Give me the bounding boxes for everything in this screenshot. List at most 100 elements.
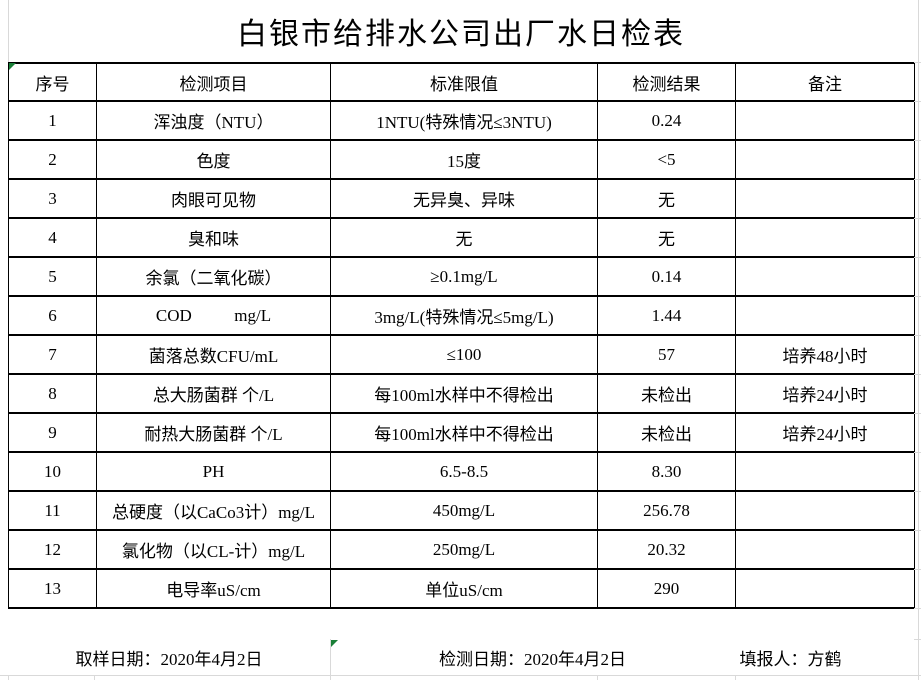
gridline — [914, 296, 921, 297]
table-row: 5 余氯（二氧化碳） ≥0.1mg/L 0.14 — [8, 256, 915, 297]
table-cell — [735, 529, 915, 570]
table-row: 9 耐热大肠菌群 个/L 每100ml水样中不得检出 未检出 培养24小时 — [8, 412, 915, 453]
table-cell: 臭和味 — [96, 217, 331, 258]
table-row: 1 浑浊度（NTU） 1NTU(特殊情况≤3NTU) 0.24 — [8, 100, 915, 141]
gridline — [914, 101, 921, 102]
table-row: 13 电导率uS/cm 单位uS/cm 290 — [8, 568, 915, 609]
table-cell — [735, 295, 915, 336]
inspection-table: 序号 检测项目 标准限值 检测结果 备注 1 浑浊度（NTU） 1NTU(特殊情况≤3NTU… — [8, 62, 915, 609]
gridline — [914, 530, 921, 531]
table-cell: 培养48小时 — [735, 334, 915, 375]
table-cell: 290 — [597, 568, 736, 609]
table-cell: 13 — [8, 568, 97, 609]
table-header: 序号 检测项目 标准限值 检测结果 备注 — [8, 62, 915, 102]
table-cell: 6 — [8, 295, 97, 336]
table-cell: 5 — [8, 256, 97, 297]
table-cell: 浑浊度（NTU） — [96, 100, 331, 141]
table-cell: 1.44 — [597, 295, 736, 336]
gridline — [914, 62, 921, 63]
table-cell: 未检出 — [597, 373, 736, 414]
gridline — [8, 0, 9, 62]
table-cell: 250mg/L — [330, 529, 598, 570]
table-row: 3 肉眼可见物 无异臭、异味无 — [8, 178, 915, 219]
table-cell: 余氯（二氧化碳） — [96, 256, 331, 297]
gridline — [914, 569, 921, 570]
table-cell: 57 — [597, 334, 736, 375]
gridline — [330, 675, 331, 680]
table-cell: 15度 — [330, 139, 598, 180]
table-cell: 每100ml水样中不得检出 — [330, 412, 598, 453]
page-title: 白银市给排水公司出厂水日检表 — [237, 18, 685, 51]
table-cell: 8 — [8, 373, 97, 414]
column-header: 序号 — [8, 62, 97, 102]
gridline — [914, 374, 921, 375]
table-cell: 11 — [8, 490, 97, 531]
table-row: 2 色度 15度 <5 — [8, 139, 915, 180]
table-cell: 12 — [8, 529, 97, 570]
table-row: 10 PH 6.5-8.5 8.30 — [8, 451, 915, 492]
table-cell: 1 — [8, 100, 97, 141]
table-cell: 肉眼可见物 — [96, 178, 331, 219]
table-cell — [735, 451, 915, 492]
gridline — [914, 413, 921, 414]
table-cell: 20.32 — [597, 529, 736, 570]
gridline — [914, 452, 921, 453]
gridline — [914, 639, 921, 640]
table-cell: 10 — [8, 451, 97, 492]
table-cell: ≤100 — [330, 334, 598, 375]
reporter-label: 填报人：方鹤 — [739, 649, 842, 669]
table-cell: 3mg/L(特殊情况≤5mg/L) — [330, 295, 598, 336]
table-cell: 0.24 — [597, 100, 736, 141]
table-cell: 耐热大肠菌群 个/L — [96, 412, 331, 453]
table-cell: 培养24小时 — [735, 373, 915, 414]
gridline — [914, 218, 921, 219]
gridline — [914, 608, 921, 609]
table-cell — [735, 568, 915, 609]
gridline — [918, 0, 919, 680]
table-cell: 菌落总数CFU/mL — [96, 334, 331, 375]
table-cell: 总硬度（以CaCo3计）mg/L — [96, 490, 331, 531]
table-cell: 电导率uS/cm — [96, 568, 331, 609]
table-cell: PH — [96, 451, 331, 492]
gridline — [330, 639, 331, 675]
table-cell: 0.14 — [597, 256, 736, 297]
table-cell: 8.30 — [597, 451, 736, 492]
table-cell — [735, 178, 915, 219]
table-cell — [735, 217, 915, 258]
table-body: 1 浑浊度（NTU） 1NTU(特殊情况≤3NTU) 0.24 2 色度 15度 <5 3 肉眼可… — [8, 100, 915, 609]
table-cell — [735, 100, 915, 141]
table-cell: 每100ml水样中不得检出 — [330, 373, 598, 414]
table-cell: 无 — [597, 217, 736, 258]
gridline — [94, 675, 95, 680]
table-cell: 450mg/L — [330, 490, 598, 531]
table-cell: 无 — [330, 217, 598, 258]
gridline — [597, 675, 598, 680]
table-cell — [735, 490, 915, 531]
gridline — [914, 140, 921, 141]
gridline — [8, 675, 9, 680]
table-cell: 总大肠菌群 个/L — [96, 373, 331, 414]
table-cell: 培养24小时 — [735, 412, 915, 453]
gridline — [735, 675, 736, 680]
gridline — [914, 335, 921, 336]
table-cell: 单位uS/cm — [330, 568, 598, 609]
table-cell: 无 — [597, 178, 736, 219]
table-cell: 未检出 — [597, 412, 736, 453]
table-cell: 2 — [8, 139, 97, 180]
table-row: 11 总硬度（以CaCo3计）mg/L 450mg/L 256.78 — [8, 490, 915, 531]
table-cell: 256.78 — [597, 490, 736, 531]
column-header: 标准限值 — [330, 62, 598, 102]
column-header: 检测项目 — [96, 62, 331, 102]
table-row: 12 氯化物（以CL-计）mg/L 250mg/L 20.32 — [8, 529, 915, 570]
table-cell: 色度 — [96, 139, 331, 180]
table-cell: ≥0.1mg/L — [330, 256, 598, 297]
table-cell: COD mg/L — [96, 295, 331, 336]
gridline — [914, 491, 921, 492]
table-cell — [735, 256, 915, 297]
test-date: 检测日期：2020年4月2日 — [439, 649, 626, 669]
table-cell: 7 — [8, 334, 97, 375]
gridline — [914, 179, 921, 180]
table-cell: 4 — [8, 217, 97, 258]
error-indicator-icon — [331, 640, 338, 647]
table-cell: 6.5-8.5 — [330, 451, 598, 492]
